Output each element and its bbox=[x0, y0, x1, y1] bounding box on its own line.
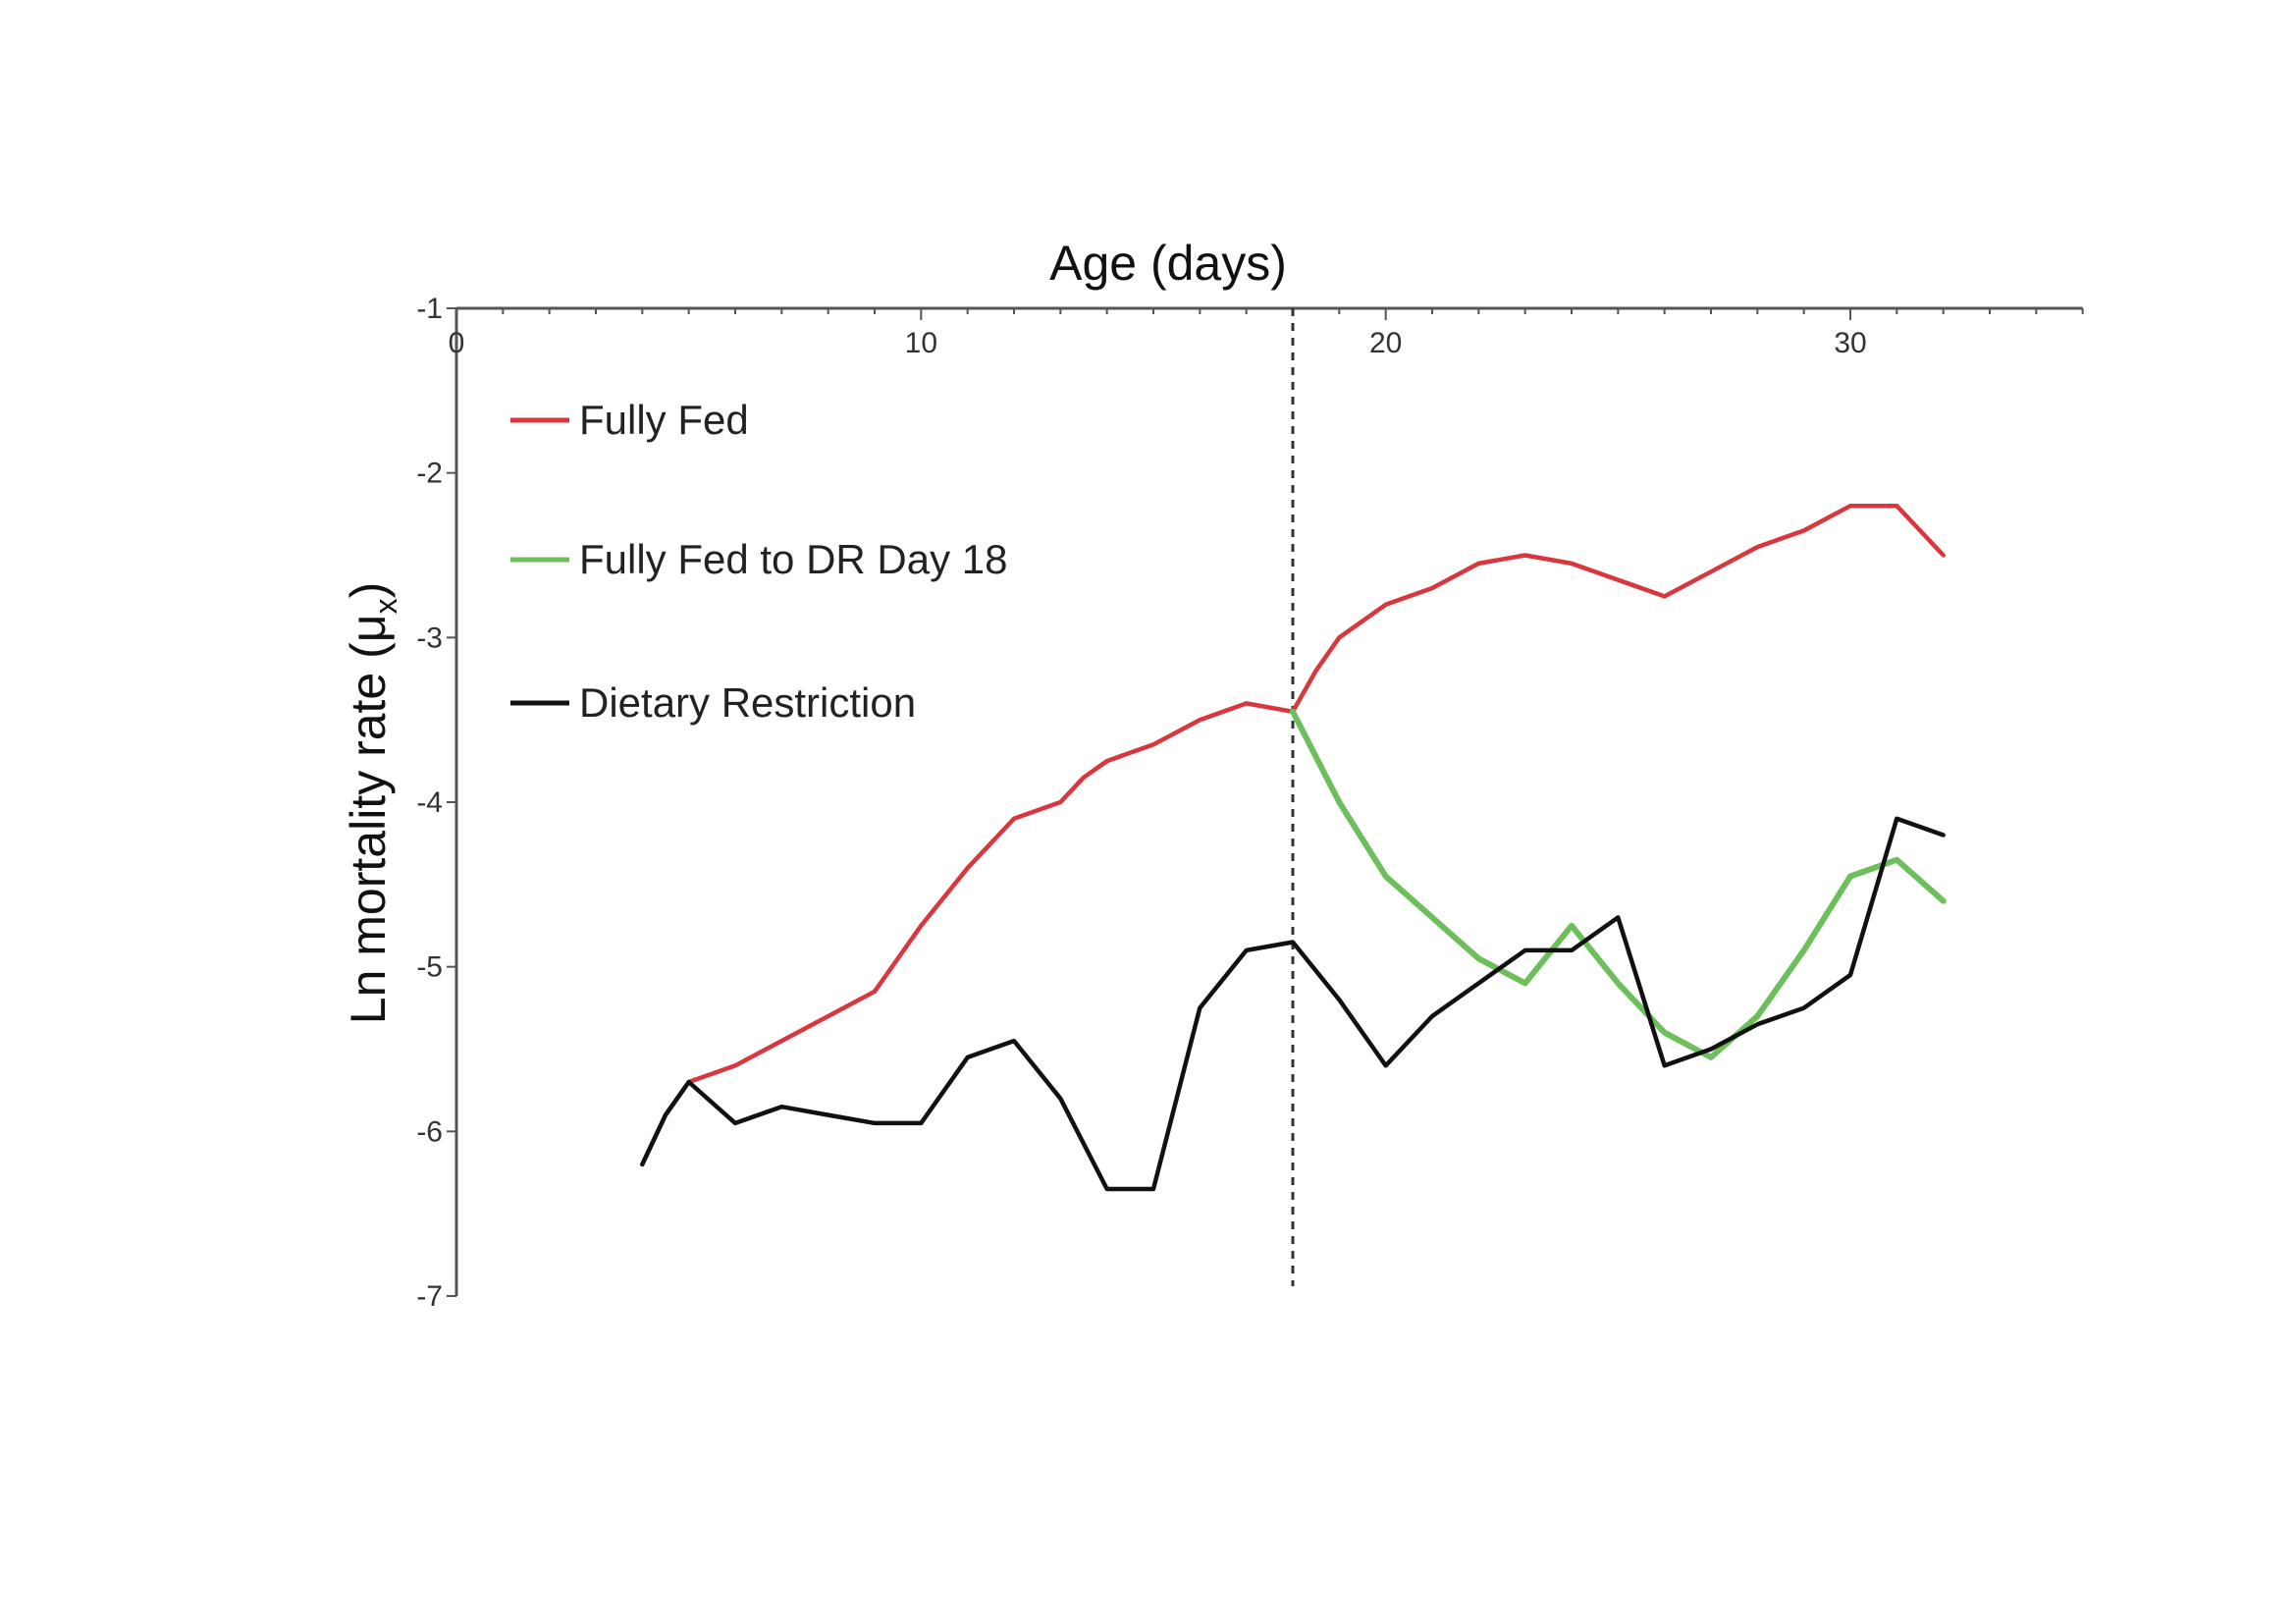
legend-label: Fully Fed bbox=[579, 397, 749, 443]
legend-label: Dietary Restriction bbox=[579, 679, 916, 726]
legend-label: Fully Fed to DR Day 18 bbox=[579, 536, 1008, 582]
x-tick-label: 0 bbox=[449, 327, 465, 359]
series-line-dietary-restriction bbox=[640, 816, 1946, 1192]
x-axis-title: Age (days) bbox=[1049, 236, 1287, 291]
x-tick-label: 20 bbox=[1369, 327, 1402, 359]
ticks: 0 10 20 30 -1 -2 -3 -4 -5 -6 -7 bbox=[416, 293, 2084, 1313]
legend: Fully Fed Fully Fed to DR Day 18 Dietary R… bbox=[510, 397, 1008, 726]
y-tick-label: -6 bbox=[416, 1115, 443, 1148]
y-axis-title-main: Ln mortality rate (μ bbox=[341, 614, 396, 1024]
axes bbox=[454, 306, 2083, 1296]
y-tick-label: -7 bbox=[416, 1280, 443, 1313]
series-line-fully-fed-to-dr-day-18 bbox=[1290, 708, 1947, 1060]
y-axis-title-subscript: x bbox=[368, 598, 403, 614]
y-tick-label: -4 bbox=[416, 786, 443, 819]
series-layer bbox=[640, 503, 1947, 1192]
series-line-fully-fed bbox=[640, 503, 1946, 1167]
y-tick-label: -2 bbox=[416, 458, 443, 490]
x-tick-label: 30 bbox=[1834, 327, 1866, 359]
y-tick-label: -3 bbox=[416, 622, 443, 654]
x-tick-label: 10 bbox=[905, 327, 937, 359]
y-tick-label: -5 bbox=[416, 951, 443, 984]
y-axis-title: Ln mortality rate (μx) bbox=[341, 582, 403, 1024]
y-axis-title-close: ) bbox=[341, 582, 396, 599]
y-tick-label: -1 bbox=[416, 293, 443, 325]
